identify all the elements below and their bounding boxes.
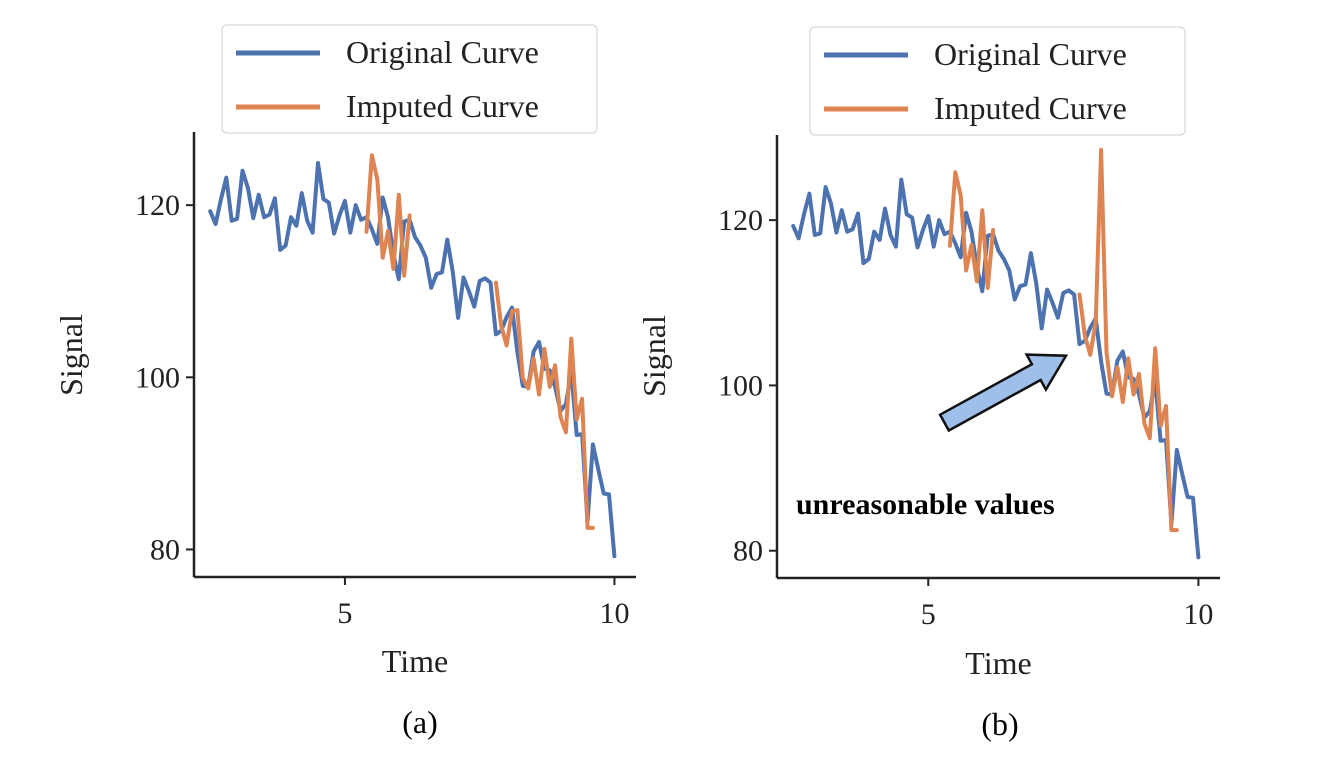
x-tick-label: 5: [921, 598, 936, 631]
x-axis-label: Time: [382, 643, 448, 679]
legend-entry-label: Original Curve: [346, 34, 539, 70]
chart-panel-a: 80 100 120 5 10 Time Signal Original Curve Imput…: [53, 24, 636, 740]
y-tick-label: 80: [733, 535, 763, 568]
chart-panel-b: 80 100 120 5 10 Time Signal Original Curve Imput…: [636, 26, 1220, 742]
y-axis-label: Signal: [636, 315, 672, 397]
y-tick-label: 80: [150, 533, 180, 566]
imputed-curve-line: [1077, 147, 1179, 533]
x-tick-label: 5: [337, 597, 352, 630]
annotation-arrow: [938, 353, 1069, 433]
imputed-curve-line: [493, 280, 595, 530]
x-tick-label: 10: [599, 597, 629, 630]
y-tick-label: 120: [718, 204, 763, 237]
legend-entry-label: Imputed Curve: [346, 88, 539, 124]
panel-caption: (a): [402, 704, 438, 740]
chart-panels: 80 100 120 5 10 Time Signal Original Curve Imput…: [53, 24, 1220, 742]
legend: Original Curve Imputed Curve: [221, 24, 598, 134]
y-axis-label: Signal: [53, 314, 89, 396]
imputed-curve-line: [947, 170, 996, 290]
annotation-label: unreasonable values: [796, 488, 1055, 521]
y-tick-label: 100: [135, 361, 180, 394]
y-tick-label: 100: [718, 369, 763, 402]
x-axis-label: Time: [965, 645, 1031, 681]
legend-entry-label: Original Curve: [934, 36, 1127, 72]
x-tick-label: 10: [1183, 598, 1213, 631]
imputed-curve-line: [364, 153, 412, 278]
legend: Original Curve Imputed Curve: [809, 26, 1186, 136]
y-tick-label: 120: [135, 189, 180, 222]
panel-caption: (b): [981, 706, 1018, 742]
legend-entry-label: Imputed Curve: [934, 90, 1127, 126]
